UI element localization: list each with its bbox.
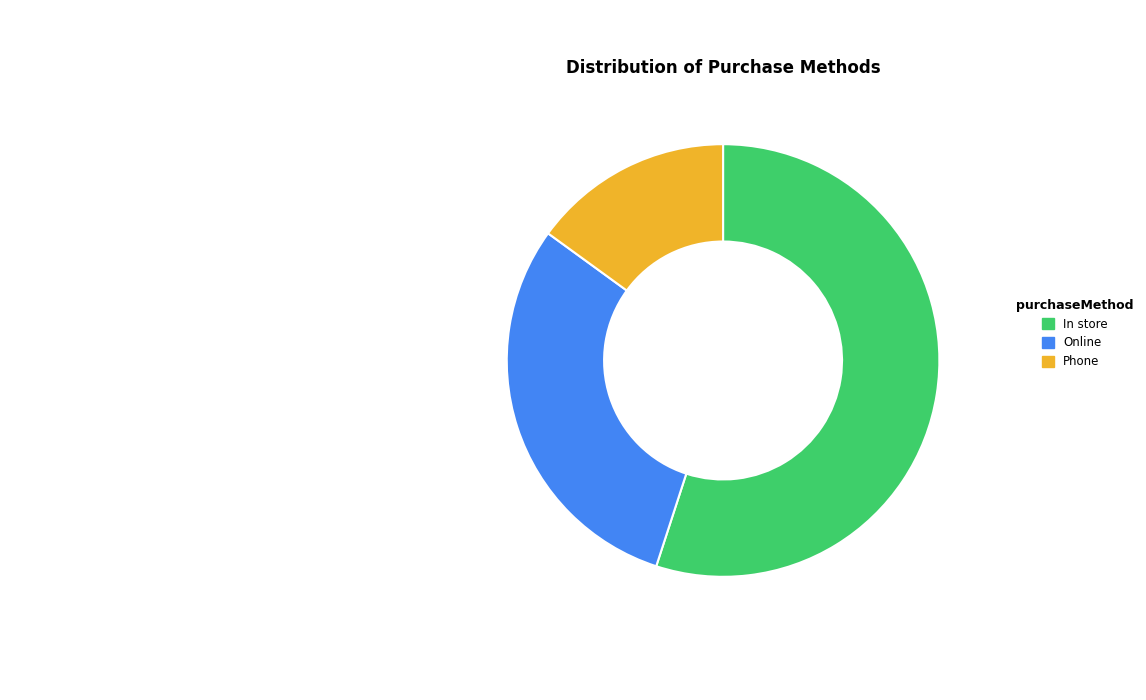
Wedge shape [507,233,686,566]
Wedge shape [548,144,723,290]
Wedge shape [657,144,940,577]
Title: Distribution of Purchase Methods: Distribution of Purchase Methods [566,60,880,78]
Legend: In store, Online, Phone: In store, Online, Phone [1010,293,1139,374]
